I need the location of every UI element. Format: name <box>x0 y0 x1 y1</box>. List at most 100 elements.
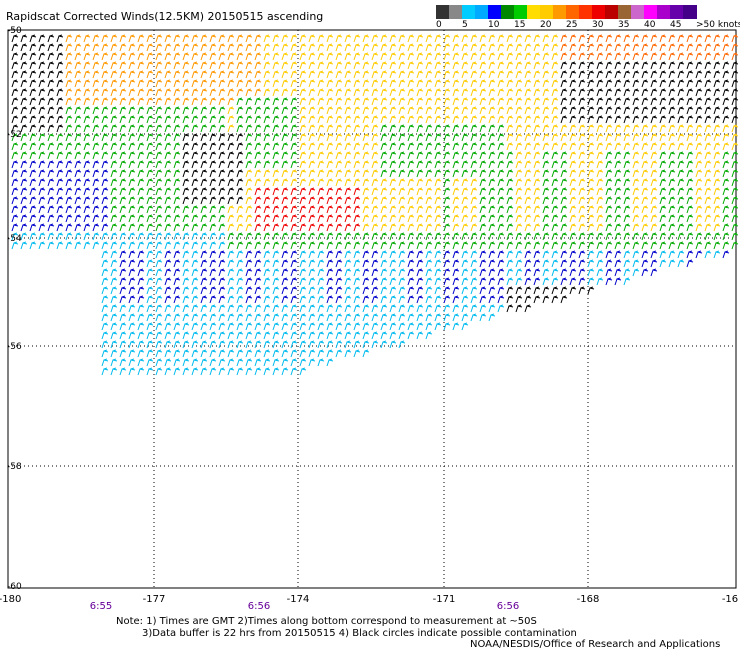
wind-barb <box>218 286 226 295</box>
wind-barb <box>398 124 406 133</box>
wind-barb <box>254 133 262 142</box>
wind-barb <box>623 205 631 214</box>
wind-barb <box>146 34 154 43</box>
wind-barb <box>227 196 235 205</box>
wind-barb <box>425 241 433 250</box>
wind-barb <box>272 268 280 277</box>
wind-barb <box>686 43 694 52</box>
wind-barb <box>335 43 343 52</box>
wind-barb <box>587 88 595 97</box>
wind-barb <box>479 160 487 169</box>
wind-barb <box>461 70 469 79</box>
wind-barb <box>317 286 325 295</box>
wind-barb <box>515 160 523 169</box>
wind-barb <box>146 349 154 358</box>
wind-barb <box>461 160 469 169</box>
wind-barb <box>443 223 451 232</box>
wind-barb <box>461 313 469 322</box>
wind-barb <box>335 52 343 61</box>
wind-barb <box>155 313 163 322</box>
wind-barb <box>506 70 514 79</box>
wind-barb <box>92 151 100 160</box>
wind-barb <box>425 304 433 313</box>
wind-barb <box>443 196 451 205</box>
wind-barb <box>704 97 712 106</box>
wind-barb <box>47 97 55 106</box>
wind-barb <box>191 277 199 286</box>
wind-barb <box>182 214 190 223</box>
wind-barb <box>290 124 298 133</box>
wind-barb <box>704 151 712 160</box>
wind-barb <box>704 34 712 43</box>
wind-barb <box>29 106 37 115</box>
wind-barb <box>587 214 595 223</box>
wind-barb <box>38 196 46 205</box>
wind-barb <box>587 286 595 295</box>
wind-barb <box>443 178 451 187</box>
wind-barb <box>488 205 496 214</box>
wind-barb <box>569 97 577 106</box>
lon-label: -180 <box>0 594 22 605</box>
wind-barb <box>344 169 352 178</box>
wind-barb <box>596 160 604 169</box>
wind-barb <box>560 250 568 259</box>
wind-barb <box>164 250 172 259</box>
wind-barb <box>731 79 739 88</box>
wind-barb <box>281 214 289 223</box>
wind-barb <box>470 106 478 115</box>
wind-barb <box>200 133 208 142</box>
wind-barb <box>488 232 496 241</box>
wind-barb <box>560 106 568 115</box>
wind-barb <box>407 79 415 88</box>
wind-barb <box>146 232 154 241</box>
wind-barb <box>317 151 325 160</box>
wind-barb <box>623 79 631 88</box>
wind-barb <box>335 151 343 160</box>
wind-barb <box>506 196 514 205</box>
wind-barb <box>227 97 235 106</box>
wind-barb <box>641 34 649 43</box>
wind-barb <box>587 115 595 124</box>
wind-barb <box>515 151 523 160</box>
wind-barb <box>281 79 289 88</box>
wind-barb <box>110 97 118 106</box>
wind-barb <box>533 133 541 142</box>
wind-barb <box>245 79 253 88</box>
wind-barb <box>407 61 415 70</box>
wind-barb <box>272 322 280 331</box>
wind-barb <box>641 250 649 259</box>
wind-barb <box>425 214 433 223</box>
wind-barb <box>344 187 352 196</box>
wind-barb <box>704 61 712 70</box>
wind-barb <box>470 178 478 187</box>
wind-barb <box>389 160 397 169</box>
wind-barb <box>452 97 460 106</box>
wind-barb <box>299 313 307 322</box>
wind-barb <box>542 151 550 160</box>
wind-barb <box>479 250 487 259</box>
wind-barb <box>470 259 478 268</box>
wind-barb <box>317 124 325 133</box>
wind-barb <box>389 106 397 115</box>
wind-barb <box>713 250 721 259</box>
wind-barb <box>650 70 658 79</box>
wind-barb <box>254 178 262 187</box>
wind-barb <box>317 142 325 151</box>
wind-barb <box>236 241 244 250</box>
wind-barb <box>74 106 82 115</box>
wind-barb <box>461 79 469 88</box>
wind-barb <box>443 97 451 106</box>
wind-barb <box>272 187 280 196</box>
wind-barb <box>254 358 262 367</box>
wind-barb <box>542 268 550 277</box>
wind-barb <box>290 97 298 106</box>
wind-barb <box>470 286 478 295</box>
wind-barb <box>236 214 244 223</box>
wind-barb <box>713 169 721 178</box>
wind-barb <box>524 43 532 52</box>
wind-barb <box>362 43 370 52</box>
wind-barb <box>461 169 469 178</box>
wind-barb <box>119 196 127 205</box>
wind-barb <box>290 34 298 43</box>
wind-barb <box>56 43 64 52</box>
